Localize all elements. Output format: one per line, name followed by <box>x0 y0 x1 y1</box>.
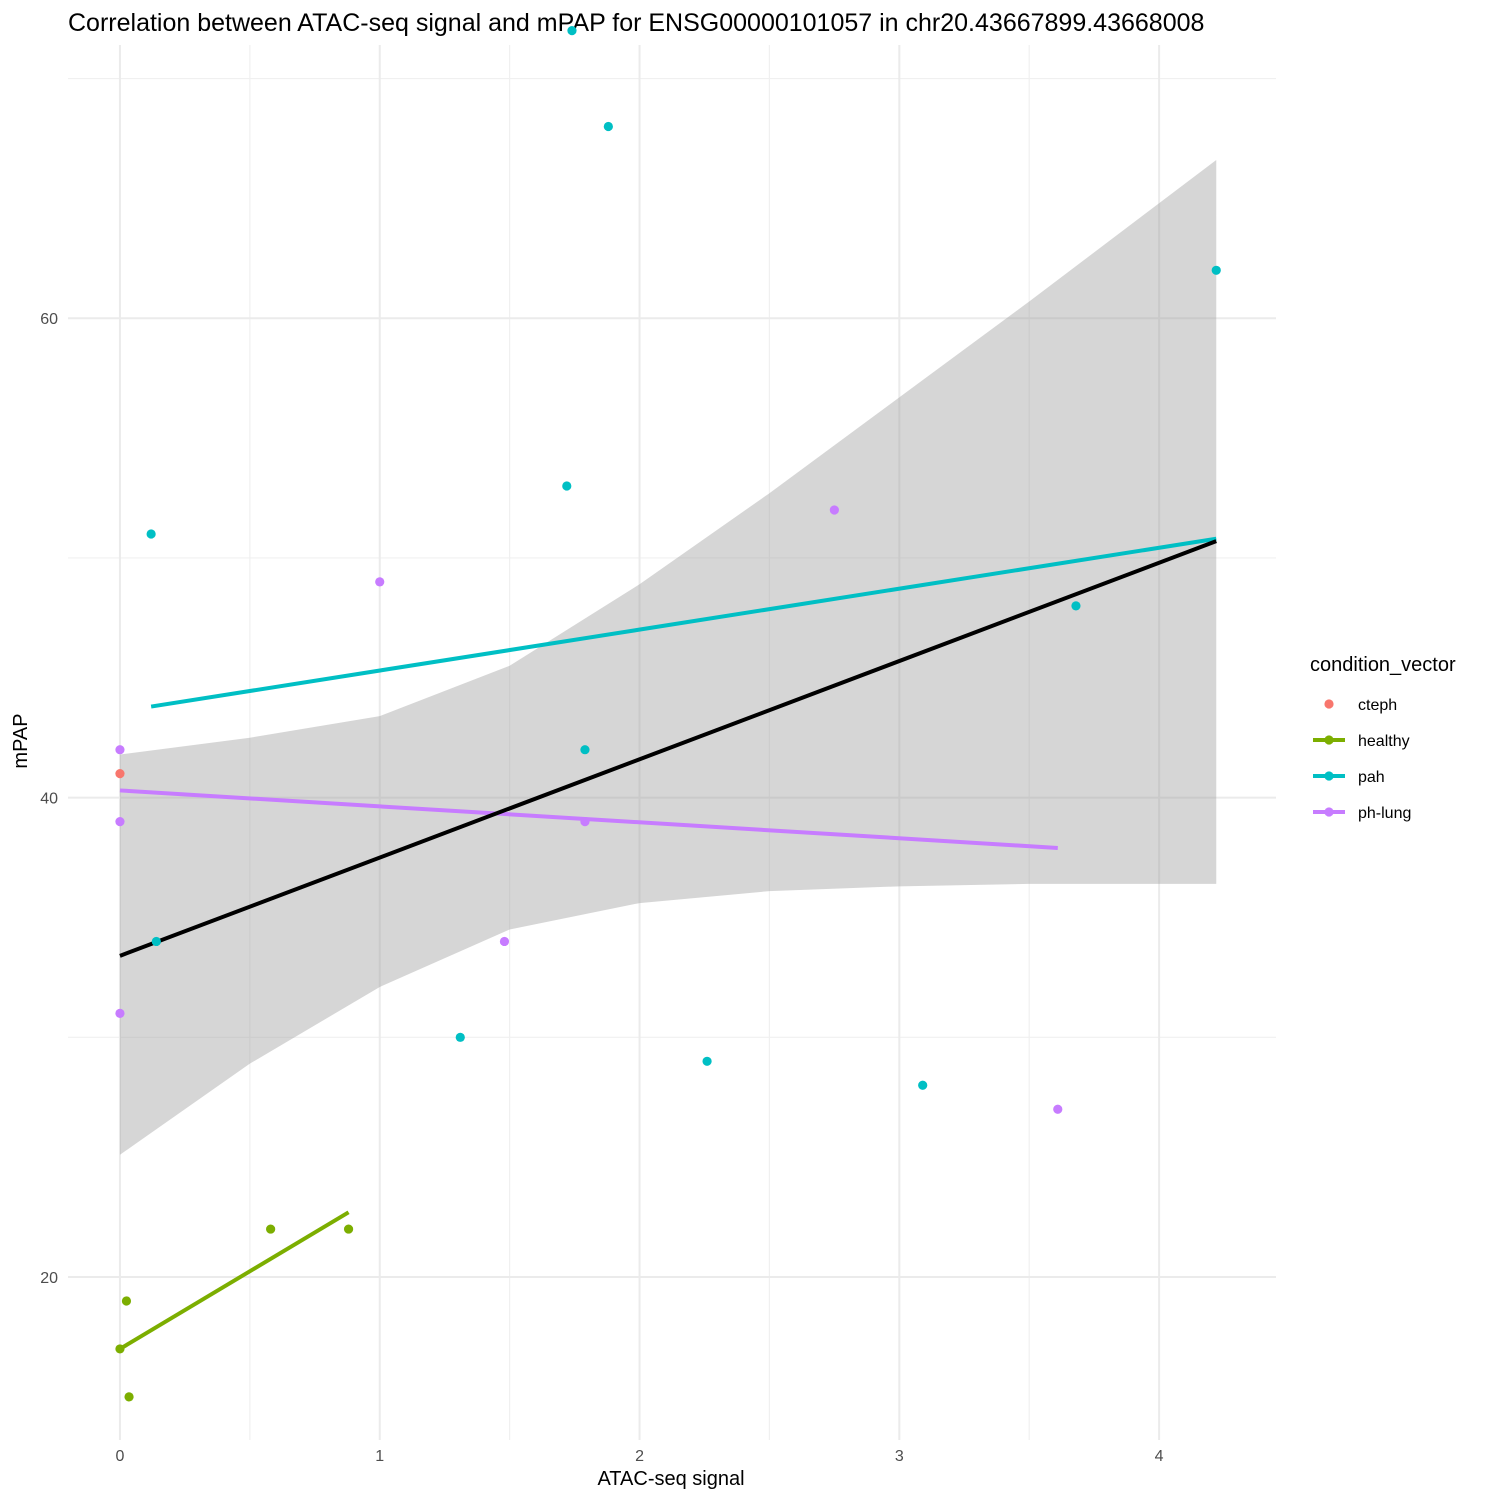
confidence-band-area <box>119 160 1217 1155</box>
point-ph-lung <box>580 816 590 827</box>
point-ph-lung <box>829 505 839 515</box>
point-pah <box>603 121 613 132</box>
legend-label: ph-lung <box>1358 805 1411 822</box>
point-pah <box>918 1080 928 1090</box>
point-healthy <box>121 1296 132 1306</box>
legend-label: pah <box>1358 769 1385 786</box>
x-axis-label: ATAC-seq signal <box>597 1468 744 1490</box>
fit-line-overall <box>119 539 1217 958</box>
x-tick-label: 2 <box>635 1448 644 1465</box>
legend-entries: cteph healthy pah ph-lung <box>1313 697 1411 822</box>
point-pah <box>146 529 156 539</box>
point-cteph <box>115 769 125 779</box>
point-ph-lung <box>115 745 125 755</box>
legend-entry-cteph: cteph <box>1324 697 1397 714</box>
x-tick-label: 4 <box>1155 1448 1164 1465</box>
legend-entry-ph-lung: ph-lung <box>1313 805 1411 822</box>
point-pah <box>151 936 161 947</box>
confidence-band <box>119 160 1217 1155</box>
legend-entry-healthy: healthy <box>1313 733 1410 750</box>
point-ph-lung <box>115 1008 125 1018</box>
grid-minor <box>68 45 1276 1440</box>
fit-line-pah <box>150 536 1217 709</box>
point-healthy <box>266 1224 276 1234</box>
point-pah <box>562 481 572 491</box>
legend-key-point <box>1324 771 1334 781</box>
fit-line-healthy <box>118 1210 350 1351</box>
point-ph-lung <box>375 577 385 587</box>
point-pah <box>567 26 577 36</box>
x-tick-label: 1 <box>375 1448 384 1465</box>
point-healthy <box>115 1344 125 1354</box>
point-pah <box>1211 265 1221 275</box>
grid-major <box>68 45 1276 1440</box>
legend-title: condition_vector <box>1310 654 1456 676</box>
point-ph-lung <box>115 816 125 827</box>
y-tick-label: 20 <box>40 1270 58 1287</box>
legend: condition_vector cteph healthy pah ph-lung <box>1310 654 1456 822</box>
y-tick-labels: 20 40 60 <box>40 311 58 1287</box>
x-tick-label: 3 <box>895 1448 904 1465</box>
point-ph-lung <box>1053 1104 1063 1114</box>
chart-title: Correlation between ATAC-seq signal and … <box>68 9 1204 37</box>
x-tick-label: 0 <box>116 1448 125 1465</box>
y-tick-label: 60 <box>40 311 58 328</box>
point-pah <box>1071 601 1081 611</box>
point-pah <box>702 1056 712 1066</box>
data-points <box>115 26 1221 1402</box>
legend-key-point <box>1324 735 1334 745</box>
point-healthy <box>343 1224 354 1234</box>
legend-key-point <box>1324 807 1334 817</box>
point-ph-lung <box>499 936 510 947</box>
legend-key-point <box>1324 699 1334 709</box>
x-tick-labels: 0 1 2 3 4 <box>116 1448 1164 1465</box>
legend-label: healthy <box>1358 733 1410 750</box>
point-healthy <box>124 1392 134 1402</box>
legend-entry-pah: pah <box>1313 769 1385 786</box>
y-tick-label: 40 <box>40 791 58 808</box>
y-axis-label: mPAP <box>10 713 32 768</box>
point-pah <box>580 745 590 755</box>
legend-label: cteph <box>1358 697 1397 714</box>
point-pah <box>455 1032 465 1042</box>
